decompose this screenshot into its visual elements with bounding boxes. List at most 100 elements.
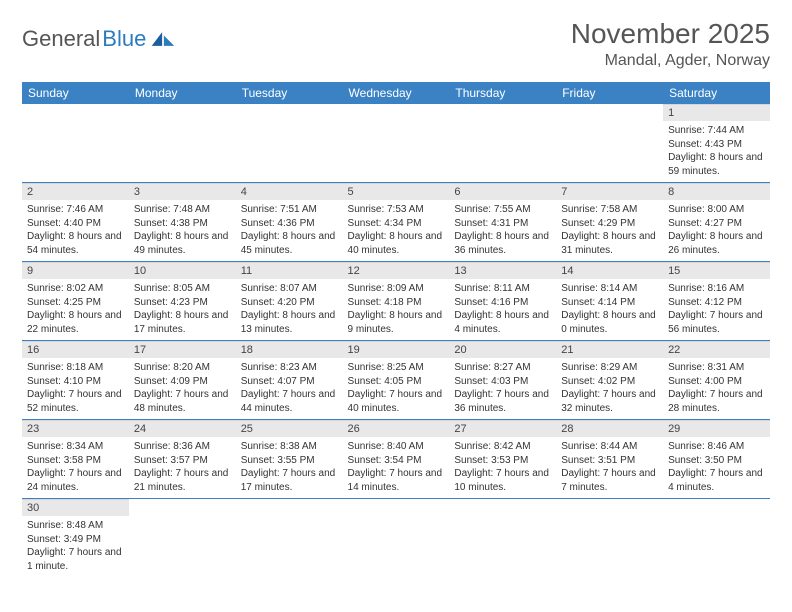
daylight-text: Daylight: 7 hours and 21 minutes.	[134, 467, 231, 494]
sunrise-text: Sunrise: 7:46 AM	[27, 203, 124, 217]
day-number: 23	[22, 420, 129, 437]
day-number: 30	[22, 499, 129, 516]
calendar-cell: 9Sunrise: 8:02 AMSunset: 4:25 PMDaylight…	[22, 262, 129, 341]
day-number: 14	[556, 262, 663, 279]
daylight-text: Daylight: 7 hours and 36 minutes.	[454, 388, 551, 415]
sunset-text: Sunset: 4:10 PM	[27, 375, 124, 389]
day-header: Saturday	[663, 82, 770, 104]
sunrise-text: Sunrise: 8:07 AM	[241, 282, 338, 296]
calendar-cell: 11Sunrise: 8:07 AMSunset: 4:20 PMDayligh…	[236, 262, 343, 341]
daylight-text: Daylight: 8 hours and 40 minutes.	[348, 230, 445, 257]
day-number: 12	[343, 262, 450, 279]
calendar-cell: 3Sunrise: 7:48 AMSunset: 4:38 PMDaylight…	[129, 183, 236, 262]
day-number: 28	[556, 420, 663, 437]
sunset-text: Sunset: 4:09 PM	[134, 375, 231, 389]
day-content: Sunrise: 8:31 AMSunset: 4:00 PMDaylight:…	[663, 358, 770, 419]
sunset-text: Sunset: 4:00 PM	[668, 375, 765, 389]
daylight-text: Daylight: 7 hours and 1 minute.	[27, 546, 124, 573]
calendar-week: 2Sunrise: 7:46 AMSunset: 4:40 PMDaylight…	[22, 183, 770, 262]
sunrise-text: Sunrise: 8:14 AM	[561, 282, 658, 296]
sunrise-text: Sunrise: 7:53 AM	[348, 203, 445, 217]
daylight-text: Daylight: 7 hours and 14 minutes.	[348, 467, 445, 494]
sunset-text: Sunset: 3:58 PM	[27, 454, 124, 468]
sunrise-text: Sunrise: 7:44 AM	[668, 124, 765, 138]
calendar-cell	[449, 499, 556, 578]
calendar-cell: 20Sunrise: 8:27 AMSunset: 4:03 PMDayligh…	[449, 341, 556, 420]
day-number: 4	[236, 183, 343, 200]
sunrise-text: Sunrise: 7:48 AM	[134, 203, 231, 217]
day-content: Sunrise: 8:34 AMSunset: 3:58 PMDaylight:…	[22, 437, 129, 498]
calendar-cell	[663, 499, 770, 578]
sunrise-text: Sunrise: 8:18 AM	[27, 361, 124, 375]
day-number: 27	[449, 420, 556, 437]
daylight-text: Daylight: 8 hours and 49 minutes.	[134, 230, 231, 257]
day-header: Tuesday	[236, 82, 343, 104]
daylight-text: Daylight: 7 hours and 48 minutes.	[134, 388, 231, 415]
daylight-text: Daylight: 7 hours and 32 minutes.	[561, 388, 658, 415]
calendar-cell: 2Sunrise: 7:46 AMSunset: 4:40 PMDaylight…	[22, 183, 129, 262]
sunrise-text: Sunrise: 8:36 AM	[134, 440, 231, 454]
calendar-cell: 22Sunrise: 8:31 AMSunset: 4:00 PMDayligh…	[663, 341, 770, 420]
sunset-text: Sunset: 4:16 PM	[454, 296, 551, 310]
calendar-cell: 10Sunrise: 8:05 AMSunset: 4:23 PMDayligh…	[129, 262, 236, 341]
sunset-text: Sunset: 4:03 PM	[454, 375, 551, 389]
sunset-text: Sunset: 4:18 PM	[348, 296, 445, 310]
calendar-cell: 5Sunrise: 7:53 AMSunset: 4:34 PMDaylight…	[343, 183, 450, 262]
day-number: 3	[129, 183, 236, 200]
calendar-cell: 23Sunrise: 8:34 AMSunset: 3:58 PMDayligh…	[22, 420, 129, 499]
sunrise-text: Sunrise: 8:20 AM	[134, 361, 231, 375]
day-content: Sunrise: 8:48 AMSunset: 3:49 PMDaylight:…	[22, 516, 129, 577]
day-number: 24	[129, 420, 236, 437]
day-number: 22	[663, 341, 770, 358]
day-number: 8	[663, 183, 770, 200]
daylight-text: Daylight: 7 hours and 7 minutes.	[561, 467, 658, 494]
daylight-text: Daylight: 7 hours and 4 minutes.	[668, 467, 765, 494]
day-number: 11	[236, 262, 343, 279]
day-content: Sunrise: 7:51 AMSunset: 4:36 PMDaylight:…	[236, 200, 343, 261]
sunrise-text: Sunrise: 8:02 AM	[27, 282, 124, 296]
day-content: Sunrise: 7:44 AMSunset: 4:43 PMDaylight:…	[663, 121, 770, 182]
sunrise-text: Sunrise: 8:40 AM	[348, 440, 445, 454]
day-number: 25	[236, 420, 343, 437]
title-block: November 2025 Mandal, Agder, Norway	[571, 18, 770, 70]
day-content: Sunrise: 8:36 AMSunset: 3:57 PMDaylight:…	[129, 437, 236, 498]
sunset-text: Sunset: 4:23 PM	[134, 296, 231, 310]
day-content: Sunrise: 8:42 AMSunset: 3:53 PMDaylight:…	[449, 437, 556, 498]
sunrise-text: Sunrise: 8:31 AM	[668, 361, 765, 375]
sunset-text: Sunset: 4:36 PM	[241, 217, 338, 231]
daylight-text: Daylight: 8 hours and 45 minutes.	[241, 230, 338, 257]
sunset-text: Sunset: 4:20 PM	[241, 296, 338, 310]
calendar-cell	[449, 104, 556, 183]
day-content: Sunrise: 8:00 AMSunset: 4:27 PMDaylight:…	[663, 200, 770, 261]
calendar-cell	[343, 104, 450, 183]
sunrise-text: Sunrise: 8:34 AM	[27, 440, 124, 454]
daylight-text: Daylight: 8 hours and 9 minutes.	[348, 309, 445, 336]
sunrise-text: Sunrise: 8:44 AM	[561, 440, 658, 454]
day-number: 13	[449, 262, 556, 279]
day-content: Sunrise: 8:07 AMSunset: 4:20 PMDaylight:…	[236, 279, 343, 340]
calendar-cell: 30Sunrise: 8:48 AMSunset: 3:49 PMDayligh…	[22, 499, 129, 578]
day-header: Friday	[556, 82, 663, 104]
calendar-cell: 14Sunrise: 8:14 AMSunset: 4:14 PMDayligh…	[556, 262, 663, 341]
calendar-cell	[22, 104, 129, 183]
calendar-week: 1Sunrise: 7:44 AMSunset: 4:43 PMDaylight…	[22, 104, 770, 183]
daylight-text: Daylight: 8 hours and 26 minutes.	[668, 230, 765, 257]
calendar-week: 16Sunrise: 8:18 AMSunset: 4:10 PMDayligh…	[22, 341, 770, 420]
day-number: 18	[236, 341, 343, 358]
day-content: Sunrise: 8:18 AMSunset: 4:10 PMDaylight:…	[22, 358, 129, 419]
sunrise-text: Sunrise: 8:27 AM	[454, 361, 551, 375]
daylight-text: Daylight: 8 hours and 31 minutes.	[561, 230, 658, 257]
sunset-text: Sunset: 4:02 PM	[561, 375, 658, 389]
day-content: Sunrise: 8:20 AMSunset: 4:09 PMDaylight:…	[129, 358, 236, 419]
daylight-text: Daylight: 8 hours and 13 minutes.	[241, 309, 338, 336]
sunrise-text: Sunrise: 8:23 AM	[241, 361, 338, 375]
sunrise-text: Sunrise: 8:48 AM	[27, 519, 124, 533]
sunset-text: Sunset: 4:14 PM	[561, 296, 658, 310]
sunrise-text: Sunrise: 8:42 AM	[454, 440, 551, 454]
day-header: Monday	[129, 82, 236, 104]
calendar-week: 9Sunrise: 8:02 AMSunset: 4:25 PMDaylight…	[22, 262, 770, 341]
calendar-cell: 29Sunrise: 8:46 AMSunset: 3:50 PMDayligh…	[663, 420, 770, 499]
day-content: Sunrise: 8:16 AMSunset: 4:12 PMDaylight:…	[663, 279, 770, 340]
day-content: Sunrise: 8:23 AMSunset: 4:07 PMDaylight:…	[236, 358, 343, 419]
daylight-text: Daylight: 8 hours and 22 minutes.	[27, 309, 124, 336]
